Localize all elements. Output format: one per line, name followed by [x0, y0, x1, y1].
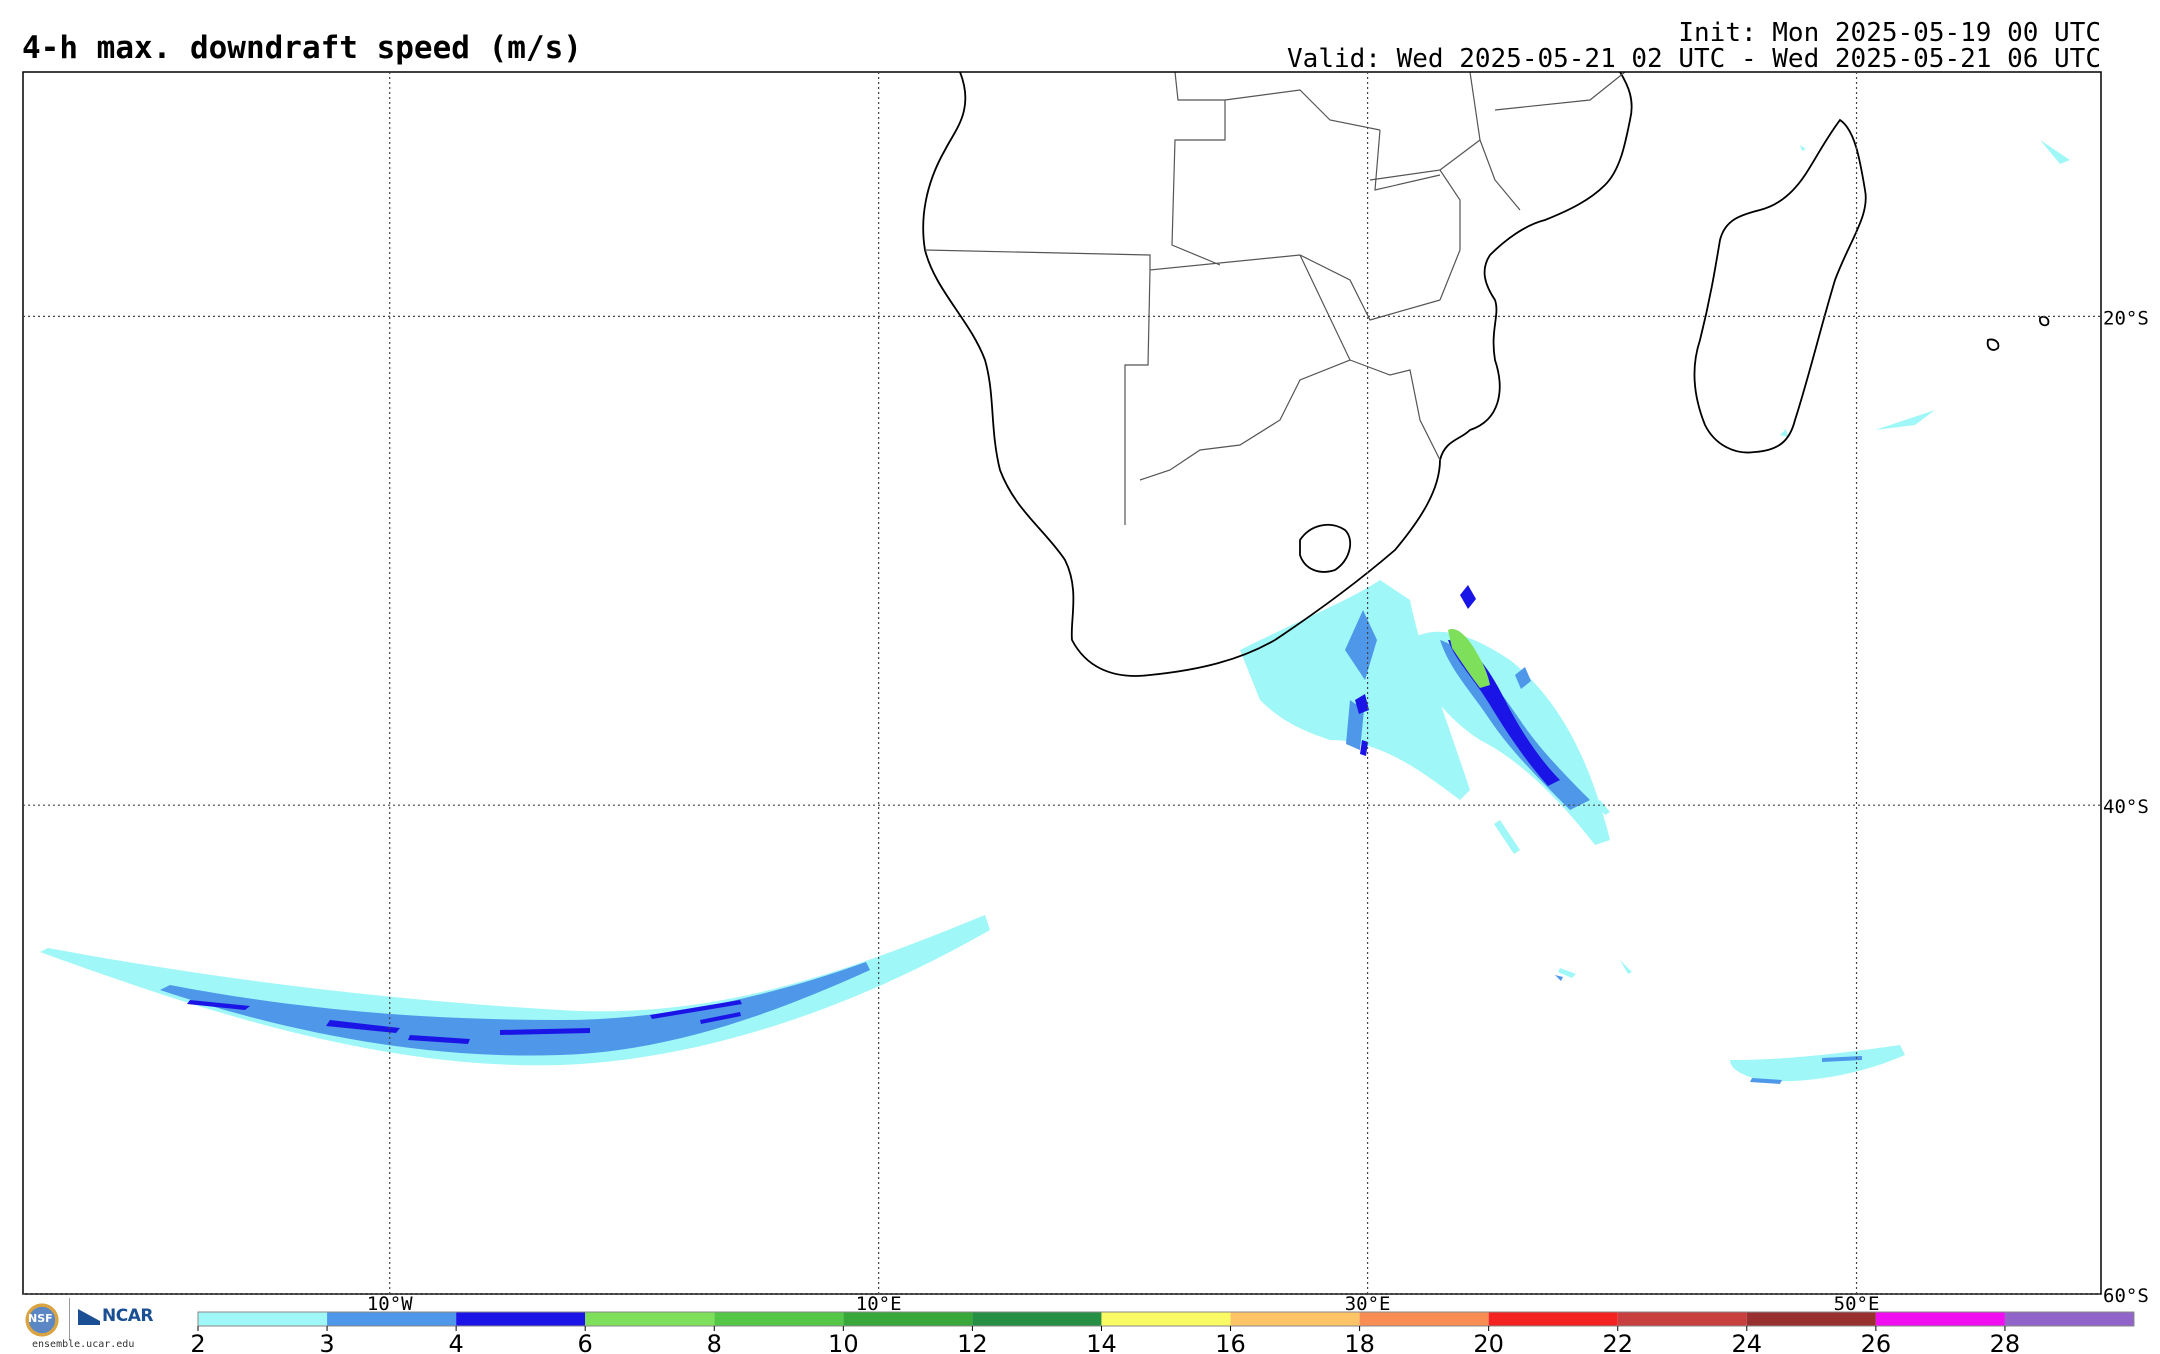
colorbar-label-6: 12: [957, 1330, 988, 1354]
longitude-labels: 10°W 10°E 30°E 50°E: [367, 1293, 1880, 1315]
lat-label-2: 60°S: [2103, 1285, 2149, 1307]
downdraft-band-atlantic-mid: [160, 962, 870, 1056]
lat-label-1: 40°S: [2103, 796, 2149, 818]
colorbar-label-0: 2: [190, 1330, 205, 1354]
colorbar-label-1: 3: [319, 1330, 334, 1354]
colorbar-label-14: 28: [1990, 1330, 2021, 1354]
colorbar-swatch-2: [456, 1312, 586, 1326]
downdraft-band-atlantic-outer: [40, 915, 990, 1066]
lon-label-2: 30°E: [1345, 1293, 1391, 1315]
colorbar-swatch-14: [2004, 1312, 2134, 1326]
colorbar-frame: [197, 1311, 2135, 1327]
border-lines: [924, 72, 1626, 525]
colorbar-swatch-0: [198, 1312, 328, 1326]
country-borders: [924, 72, 1626, 525]
logos: NSF NCAR ensemble.ucar.edu: [22, 1296, 162, 1352]
colorbar-swatch-3: [585, 1312, 715, 1326]
downdraft-cells-agulhas-light: [1240, 580, 1610, 854]
map-title: 4-h max. downdraft speed (m/s): [22, 30, 582, 66]
downdraft-cells-agulhas-strong: [1448, 629, 1490, 688]
colorbar-label-5: 10: [828, 1330, 859, 1354]
madagascar-coastline: [1693, 118, 1867, 454]
colorbar-label-4: 8: [707, 1330, 722, 1354]
colorbar-swatch-1: [327, 1312, 457, 1326]
mauritius-outline: [2039, 315, 2050, 327]
lon-label-1: 10°E: [856, 1293, 902, 1315]
colorbar: 2 3 4 6 8 10 12 14 16 18 20 22 24 26 28: [190, 1311, 2135, 1354]
reunion-outline: [1986, 338, 2000, 351]
colorbar-swatch-8: [1230, 1312, 1360, 1326]
colorbar-swatch-10: [1488, 1312, 1618, 1326]
colorbar-label-10: 20: [1473, 1330, 1504, 1354]
valid-time: Valid: Wed 2025-05-21 02 UTC - Wed 2025-…: [1287, 44, 2101, 74]
colorbar-label-7: 14: [1086, 1330, 1117, 1354]
nsf-logo-text: NSF: [28, 1312, 53, 1325]
downdraft-field: [40, 140, 2070, 1084]
downdraft-cells-madagascar: [1780, 140, 2070, 437]
colorbar-label-8: 16: [1215, 1330, 1246, 1354]
lesotho-outline: [1299, 523, 1352, 573]
colorbar-swatch-12: [1746, 1312, 1876, 1326]
colorbar-swatch-11: [1617, 1312, 1747, 1326]
colorbar-swatch-4: [714, 1312, 844, 1326]
lat-label-0: 20°S: [2103, 307, 2149, 329]
colorbar-swatch-6: [972, 1312, 1102, 1326]
colorbar-swatch-7: [1101, 1312, 1231, 1326]
init-time: Init: Mon 2025-05-19 00 UTC: [1678, 18, 2101, 48]
ensemble-url: ensemble.ucar.edu: [32, 1339, 135, 1350]
colorbar-label-9: 18: [1344, 1330, 1375, 1354]
time-info: Init: Mon 2025-05-19 00 UTC Valid: Wed 2…: [1287, 20, 2101, 72]
colorbar-label-2: 4: [448, 1330, 463, 1354]
colorbar-label-13: 26: [1861, 1330, 1892, 1354]
ncar-logo-text: NCAR: [102, 1306, 153, 1326]
downdraft-cells-agulhas-core: [1355, 585, 1560, 786]
colorbar-swatch-13: [1875, 1312, 2005, 1326]
colorbar-swatch-9: [1359, 1312, 1489, 1326]
graticule: [23, 72, 2101, 1295]
nsf-logo-icon: NSF: [22, 1300, 62, 1340]
colorbar-label-12: 24: [1732, 1330, 1763, 1354]
lon-label-3: 50°E: [1834, 1293, 1880, 1315]
ncar-logo-icon: [78, 1309, 100, 1325]
latitude-labels: 20°S 40°S 60°S: [2103, 307, 2149, 1307]
lon-label-0: 10°W: [367, 1293, 413, 1315]
coastlines: [922, 72, 2050, 677]
map-frame: [22, 71, 2102, 1295]
logo-separator: [69, 1298, 70, 1340]
colorbar-swatch-5: [843, 1312, 973, 1326]
downdraft-cells-southeast: [1558, 960, 1905, 1082]
africa-coastline: [922, 72, 1633, 677]
colorbar-label-3: 6: [578, 1330, 593, 1354]
colorbar-label-11: 22: [1602, 1330, 1633, 1354]
